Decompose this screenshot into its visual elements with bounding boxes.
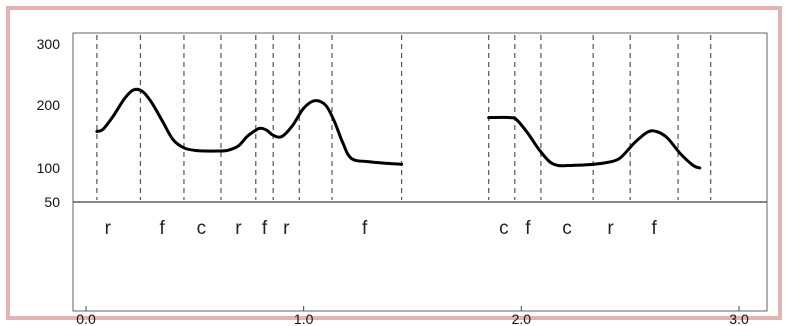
segment-label: r bbox=[607, 218, 614, 239]
pitch-curve-2 bbox=[487, 115, 702, 170]
segment-dividers bbox=[96, 35, 712, 200]
segment-label: c bbox=[562, 218, 572, 239]
y-tick-labels: 300 200 100 50 bbox=[37, 36, 61, 210]
segment-label: c bbox=[197, 218, 207, 239]
pitch-curves bbox=[95, 87, 702, 170]
segment-label: f bbox=[362, 218, 368, 239]
y-tick-label: 50 bbox=[44, 194, 60, 210]
segment-label: f bbox=[160, 218, 166, 239]
segment-label: f bbox=[651, 218, 657, 239]
segment-label: c bbox=[499, 218, 509, 239]
y-tick-label: 300 bbox=[37, 36, 61, 52]
y-tick-label: 100 bbox=[37, 160, 61, 176]
x-tick-label: 1.0 bbox=[294, 311, 314, 326]
segment-label: f bbox=[262, 218, 268, 239]
axes bbox=[72, 32, 768, 312]
segment-label: r bbox=[105, 218, 112, 239]
y-tick-label: 200 bbox=[37, 97, 61, 113]
plot-area-border bbox=[72, 32, 768, 312]
pitch-curve-1 bbox=[95, 87, 404, 166]
x-tick-label: 3.0 bbox=[729, 311, 749, 326]
x-tick-label: 2.0 bbox=[512, 311, 532, 326]
segment-label: r bbox=[235, 218, 242, 239]
segment-label: r bbox=[283, 218, 290, 239]
segment-label: f bbox=[525, 218, 531, 239]
x-tick-label: 0.0 bbox=[76, 311, 96, 326]
x-tick-labels: 0.0 1.0 2.0 3.0 bbox=[76, 306, 749, 326]
